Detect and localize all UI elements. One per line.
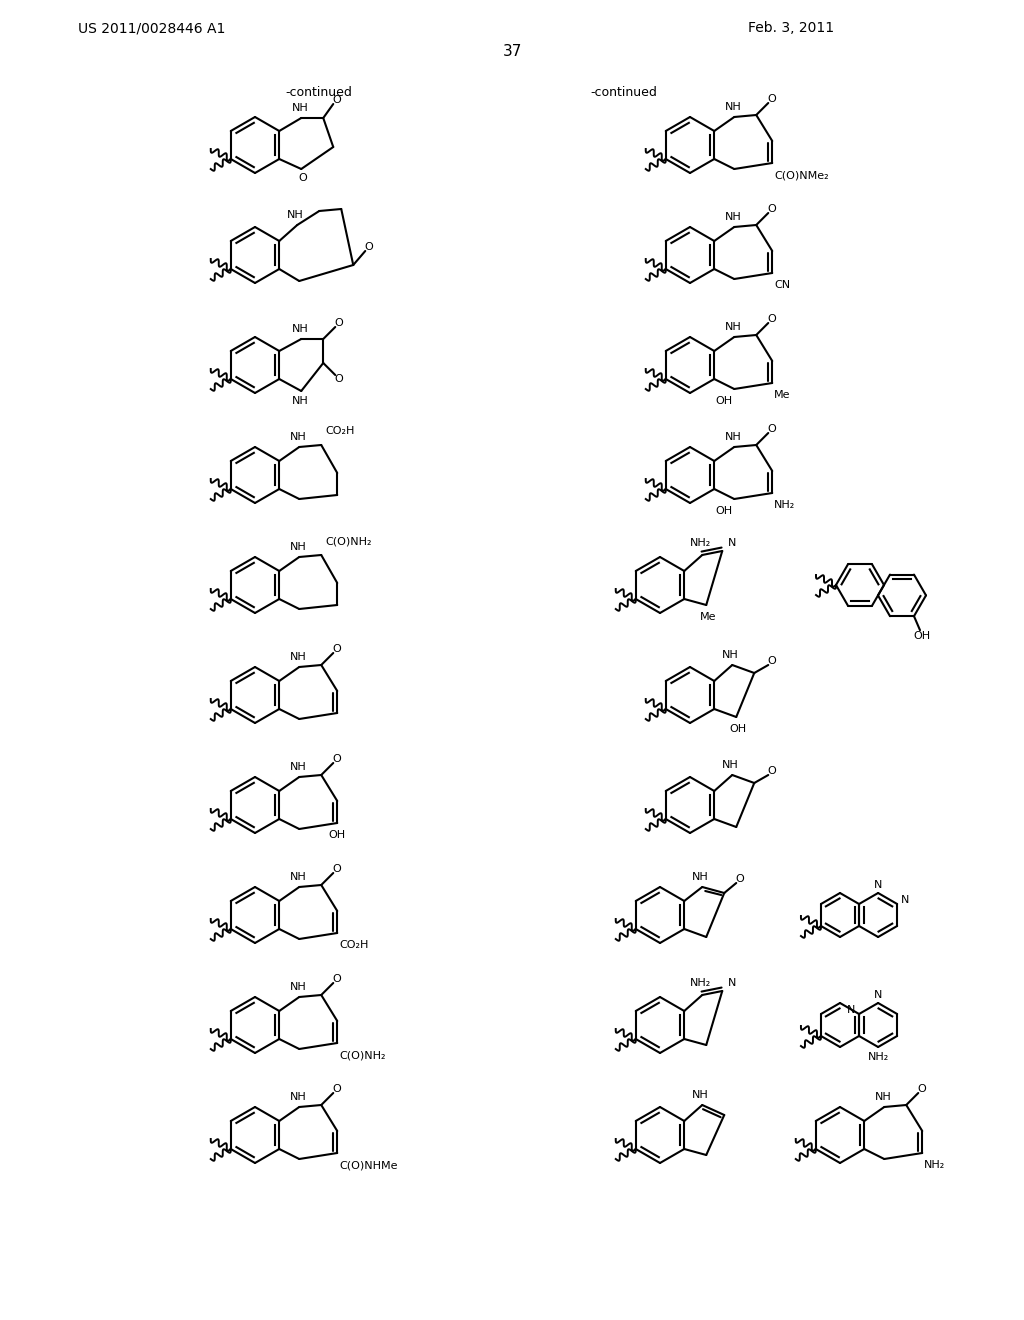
Text: Me: Me xyxy=(700,612,717,622)
Text: O: O xyxy=(918,1084,927,1094)
Text: O: O xyxy=(333,644,342,653)
Text: O: O xyxy=(736,874,744,884)
Text: CO₂H: CO₂H xyxy=(326,426,354,436)
Text: US 2011/0028446 A1: US 2011/0028446 A1 xyxy=(78,21,225,36)
Text: Feb. 3, 2011: Feb. 3, 2011 xyxy=(748,21,835,36)
Text: NH: NH xyxy=(290,1092,306,1102)
Text: O: O xyxy=(768,424,776,434)
Text: N: N xyxy=(901,895,909,906)
Text: NH₂: NH₂ xyxy=(867,1052,889,1063)
Text: NH: NH xyxy=(725,102,741,112)
Text: NH: NH xyxy=(290,762,306,772)
Text: NH: NH xyxy=(290,432,306,442)
Text: N: N xyxy=(728,978,736,987)
Text: O: O xyxy=(768,766,776,776)
Text: NH: NH xyxy=(725,213,741,222)
Text: NH: NH xyxy=(725,432,741,442)
Text: OH: OH xyxy=(716,506,733,516)
Text: NH: NH xyxy=(290,652,306,663)
Text: -continued: -continued xyxy=(590,86,656,99)
Text: Me: Me xyxy=(774,389,791,400)
Text: NH: NH xyxy=(722,649,738,660)
Text: NH₂: NH₂ xyxy=(689,539,711,548)
Text: NH₂: NH₂ xyxy=(925,1160,945,1170)
Text: C(O)NH₂: C(O)NH₂ xyxy=(326,536,372,546)
Text: N: N xyxy=(728,539,736,548)
Text: OH: OH xyxy=(329,830,346,840)
Text: NH: NH xyxy=(722,760,738,770)
Text: O: O xyxy=(335,318,344,327)
Text: NH: NH xyxy=(290,543,306,552)
Text: O: O xyxy=(333,974,342,983)
Text: NH: NH xyxy=(692,1090,709,1100)
Text: CN: CN xyxy=(774,280,791,290)
Text: OH: OH xyxy=(716,396,733,407)
Text: C(O)NMe₂: C(O)NMe₂ xyxy=(774,170,828,180)
Text: O: O xyxy=(333,1084,342,1094)
Text: CO₂H: CO₂H xyxy=(339,940,369,950)
Text: NH₂: NH₂ xyxy=(689,978,711,987)
Text: C(O)NHMe: C(O)NHMe xyxy=(339,1160,397,1170)
Text: O: O xyxy=(768,656,776,667)
Text: N: N xyxy=(873,990,883,1001)
Text: OH: OH xyxy=(913,631,931,642)
Text: N: N xyxy=(847,1005,855,1015)
Text: NH: NH xyxy=(292,396,308,407)
Text: NH: NH xyxy=(292,103,308,114)
Text: NH: NH xyxy=(290,982,306,993)
Text: NH: NH xyxy=(287,210,304,220)
Text: O: O xyxy=(768,94,776,104)
Text: NH: NH xyxy=(725,322,741,333)
Text: O: O xyxy=(365,242,374,252)
Text: C(O)NH₂: C(O)NH₂ xyxy=(339,1049,386,1060)
Text: N: N xyxy=(873,880,883,890)
Text: O: O xyxy=(768,314,776,323)
Text: NH: NH xyxy=(874,1092,892,1102)
Text: O: O xyxy=(299,173,307,183)
Text: O: O xyxy=(333,865,342,874)
Text: NH₂: NH₂ xyxy=(774,500,796,510)
Text: NH: NH xyxy=(292,323,308,334)
Text: O: O xyxy=(333,754,342,764)
Text: NH: NH xyxy=(692,873,709,882)
Text: -continued: -continued xyxy=(285,86,352,99)
Text: O: O xyxy=(333,95,342,106)
Text: O: O xyxy=(768,205,776,214)
Text: 37: 37 xyxy=(503,45,521,59)
Text: OH: OH xyxy=(730,723,746,734)
Text: O: O xyxy=(335,374,344,384)
Text: NH: NH xyxy=(290,873,306,882)
